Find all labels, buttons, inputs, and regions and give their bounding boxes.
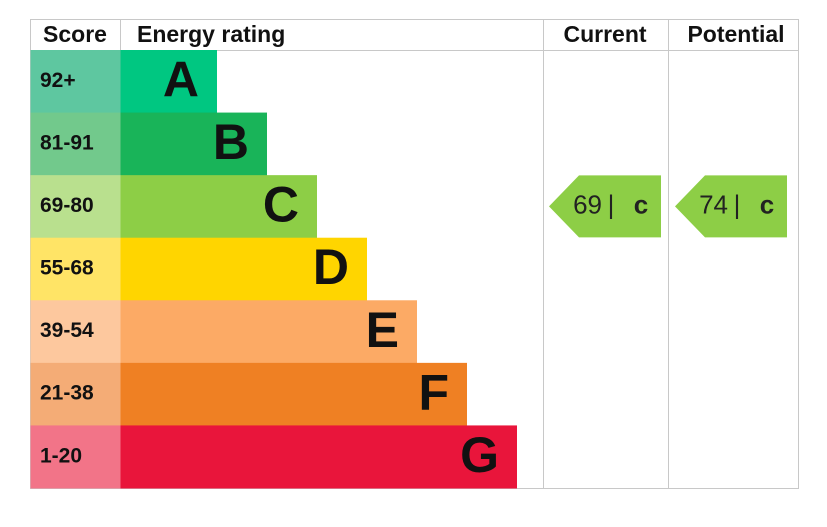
rating-bar [120, 425, 517, 489]
score-cell [30, 112, 121, 176]
score-cell [30, 425, 121, 489]
score-label: 21-38 [40, 382, 94, 405]
header: Current [563, 21, 646, 47]
rating-letter: F [418, 364, 449, 420]
score-label: 55-68 [40, 257, 94, 280]
rating-letter: C [263, 177, 299, 233]
rating-bar [120, 112, 267, 176]
rating-letter: G [460, 427, 499, 483]
header: Score [43, 21, 107, 47]
score-cell [30, 50, 121, 114]
score-cell [30, 300, 121, 364]
score-label: 92+ [40, 69, 76, 92]
rating-bar [120, 237, 367, 301]
marker-letter: c [760, 189, 774, 219]
rating-letter: A [163, 51, 199, 107]
score-label: 81-91 [40, 131, 94, 154]
rating-letter: E [366, 302, 399, 358]
rating-bar [120, 362, 467, 426]
score-label: 39-54 [40, 319, 94, 342]
marker-separator: | [734, 189, 741, 219]
rating-letter: B [213, 114, 249, 170]
rating-bar [120, 50, 217, 114]
score-label: 69-80 [40, 194, 94, 217]
rating-bar [120, 300, 417, 364]
header: Potential [687, 21, 784, 47]
rating-bar [120, 175, 317, 239]
score-cell [30, 175, 121, 239]
marker-letter: c [634, 189, 648, 219]
score-cell [30, 362, 121, 426]
rating-marker [675, 175, 787, 238]
marker-separator: | [608, 189, 615, 219]
rating-letter: D [313, 239, 349, 295]
marker-value: 74 [699, 189, 728, 219]
score-cell [30, 237, 121, 301]
marker-value: 69 [573, 189, 602, 219]
header: Energy rating [137, 21, 285, 47]
rating-marker [549, 175, 661, 238]
score-label: 1-20 [40, 444, 82, 467]
